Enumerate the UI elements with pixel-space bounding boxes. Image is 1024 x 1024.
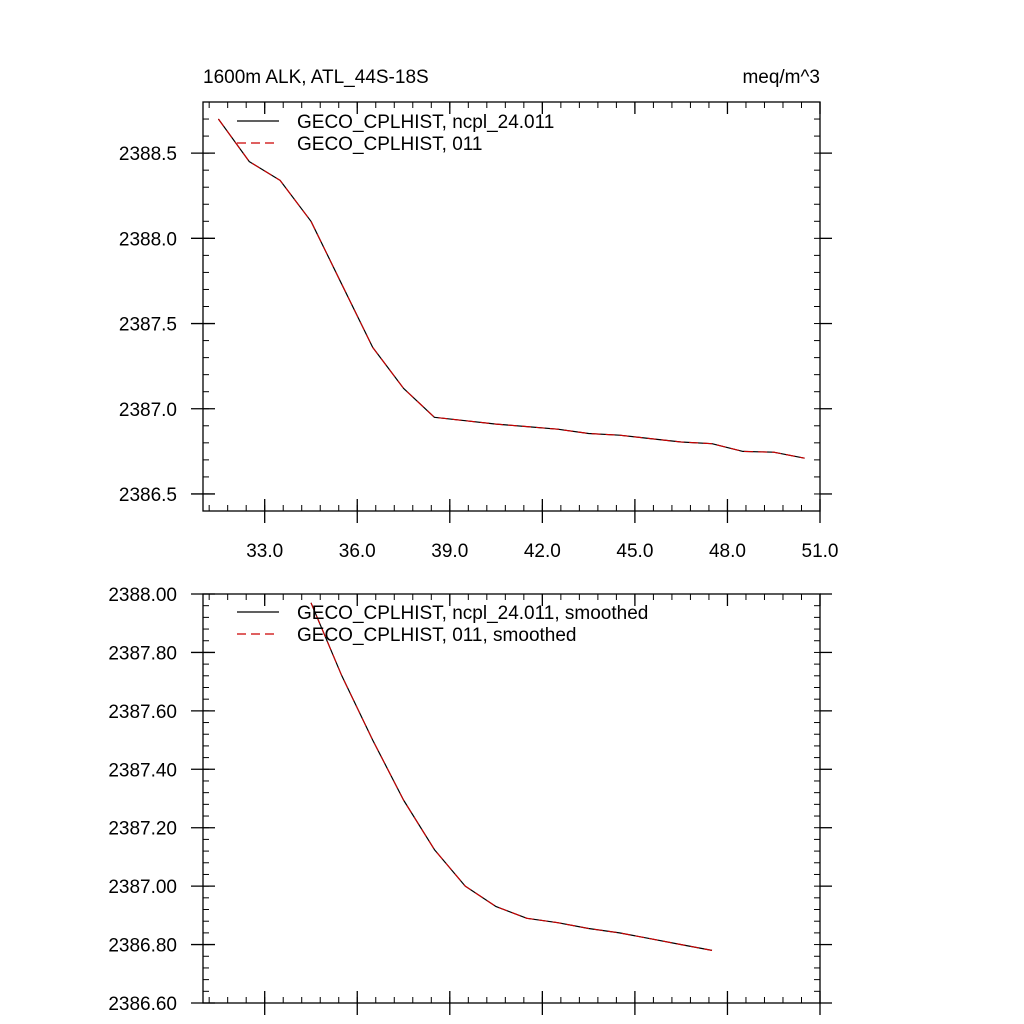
legend-label-1: GECO_CPLHIST, ncpl_24.011 [297, 112, 554, 133]
data-point [310, 220, 313, 223]
data-point [402, 387, 405, 390]
data-point [711, 949, 714, 952]
data-point [433, 416, 436, 419]
y-tick-label: 2388.0 [119, 229, 177, 250]
data-point [680, 441, 683, 444]
data-point [525, 917, 528, 920]
data-point [495, 905, 498, 908]
x-tick-label: 39.0 [431, 541, 468, 562]
y-tick-label: 2387.0 [119, 400, 177, 421]
x-tick-label: 45.0 [616, 541, 653, 562]
data-point [680, 943, 683, 946]
y-tick-label: 2387.40 [108, 760, 177, 781]
data-point [556, 921, 559, 924]
y-tick-label: 2387.60 [108, 702, 177, 723]
plot-frame [202, 101, 821, 512]
chart-title-left: 1600m ALK, ATL_44S-18S [203, 67, 429, 88]
series-line-1 [217, 118, 805, 459]
data-point [279, 179, 282, 182]
data-point [217, 118, 220, 121]
data-point [649, 937, 652, 940]
data-point [803, 457, 806, 460]
data-point [525, 425, 528, 428]
legend-label-2: GECO_CPLHIST, 011, smoothed [297, 625, 577, 646]
data-point [433, 848, 436, 851]
data-point [340, 283, 343, 286]
series-line-2 [310, 602, 713, 951]
data-point [464, 885, 467, 888]
data-point [587, 432, 590, 435]
y-tick-label: 2386.80 [108, 936, 177, 957]
data-point [649, 437, 652, 440]
legend-label-2: GECO_CPLHIST, 011 [297, 134, 483, 155]
chart-units-label: meq/m^3 [742, 67, 820, 88]
data-point [741, 450, 744, 453]
data-point [711, 442, 714, 445]
data-point [248, 160, 251, 163]
data-point [772, 451, 775, 454]
data-point [371, 346, 374, 349]
data-point [402, 799, 405, 802]
y-tick-label: 2387.80 [108, 643, 177, 664]
x-tick-label: 42.0 [524, 541, 561, 562]
data-point [618, 931, 621, 934]
y-tick-label: 2386.5 [119, 485, 177, 506]
legend-label-1: GECO_CPLHIST, ncpl_24.011, smoothed [297, 603, 648, 624]
y-tick-label: 2386.60 [108, 994, 177, 1015]
y-tick-label: 2387.00 [108, 877, 177, 898]
top-panel: 1600m ALK, ATL_44S-18S meq/m^3 33.0 36.0 3… [119, 67, 839, 562]
data-point [340, 674, 343, 677]
y-tick-label: 2388.5 [119, 144, 177, 165]
x-tick-label: 33.0 [246, 541, 283, 562]
bottom-panel: 2386.60 2386.80 2387.00 2387.20 2387.40 2387.… [108, 585, 832, 1015]
y-tick-label: 2387.20 [108, 819, 177, 840]
x-tick-label: 51.0 [802, 541, 839, 562]
y-tick-label: 2387.5 [119, 315, 177, 336]
y-tick-label: 2388.00 [108, 585, 177, 606]
x-tick-label: 36.0 [339, 541, 376, 562]
x-tick-label: 48.0 [709, 541, 746, 562]
data-point [556, 428, 559, 431]
data-point [587, 927, 590, 930]
data-point [371, 739, 374, 742]
series-line-1 [310, 602, 713, 951]
data-point [495, 423, 498, 426]
plot-frame [202, 593, 821, 1004]
data-point [618, 434, 621, 437]
series-line-2 [217, 118, 805, 459]
data-point [464, 419, 467, 422]
